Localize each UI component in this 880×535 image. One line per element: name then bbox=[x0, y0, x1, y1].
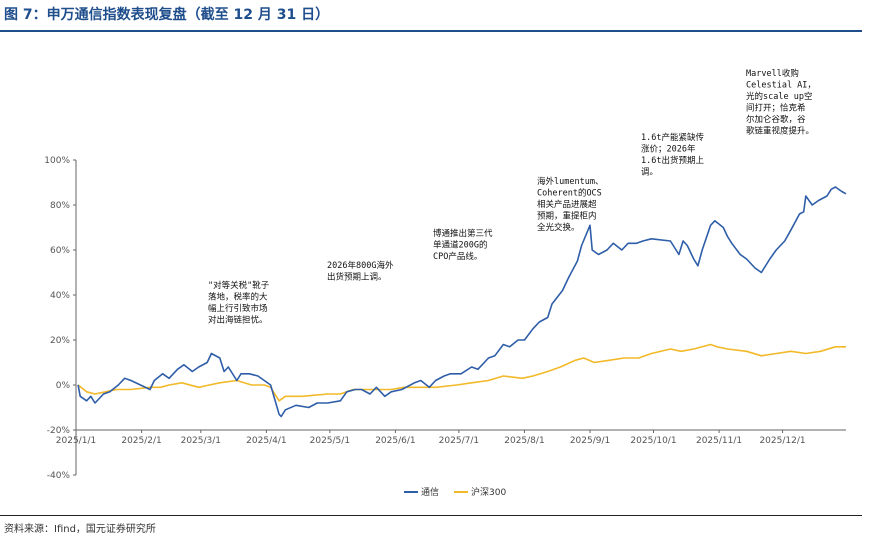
annotation-text: 单通道200G的 bbox=[433, 240, 487, 251]
annotation-text: 博通推出第三代 bbox=[433, 228, 493, 239]
annotation-text: 调。 bbox=[641, 168, 658, 178]
annotation-text: 幅上行引致市场 bbox=[208, 303, 268, 314]
annotation-text: 涨价；2026年 bbox=[641, 144, 696, 155]
annotation-text: 出货预期上调。 bbox=[327, 272, 387, 283]
x-tick-label: 2025/9/1 bbox=[570, 436, 610, 446]
x-tick-label: 2025/5/1 bbox=[310, 436, 350, 446]
x-tick-label: 2025/3/1 bbox=[181, 436, 221, 446]
series-line-hs300 bbox=[77, 343, 846, 402]
x-tick-label: 2025/2/1 bbox=[121, 436, 161, 446]
annotation-text: 对出海链担忧。 bbox=[208, 315, 268, 326]
annotation-text: 间打开；恰克希 bbox=[746, 103, 806, 114]
footer-rule bbox=[0, 515, 862, 516]
annotation-text: "对等关税"靴子 bbox=[208, 280, 270, 291]
annotation-text: 落地，税率的大 bbox=[208, 292, 268, 303]
annotation-text: 相关产品进展超 bbox=[537, 199, 597, 210]
annotation-text: 1.6t产能紧缺传 bbox=[641, 132, 704, 143]
y-tick-label: 0% bbox=[56, 381, 71, 391]
x-tick-label: 2025/10/1 bbox=[630, 436, 676, 446]
y-tick-label: 80% bbox=[50, 201, 70, 211]
annotation-text: 1.6t出货预期上 bbox=[641, 155, 704, 166]
y-tick-label: 20% bbox=[50, 336, 70, 346]
annotation-text: 全光交换。 bbox=[537, 222, 580, 233]
annotation-text: 海外lumentum、 bbox=[537, 176, 603, 187]
annotation-text: Celestial AI， bbox=[746, 81, 816, 91]
annotation-text: 歌链重视度提升。 bbox=[746, 126, 814, 137]
x-tick-label: 2025/8/1 bbox=[504, 436, 544, 446]
annotation-text: 预期，重提柜内 bbox=[537, 211, 597, 222]
y-tick-label: -20% bbox=[47, 426, 71, 436]
x-tick-label: 2025/1/1 bbox=[56, 436, 96, 446]
legend-label-telecom: 通信 bbox=[421, 486, 439, 498]
figure-title: 图 7：申万通信指数表现复盘（截至 12 月 31 日） bbox=[4, 7, 330, 23]
legend-label-hs300: 沪深300 bbox=[471, 486, 506, 498]
y-tick-label: 100% bbox=[44, 156, 70, 166]
x-tick-label: 2025/4/1 bbox=[246, 436, 286, 446]
source-note: 资料来源：Ifind，国元证券研究所 bbox=[4, 524, 156, 535]
annotation-text: Marvell收购 bbox=[746, 68, 799, 79]
x-tick-label: 2025/12/1 bbox=[759, 436, 805, 446]
x-tick-label: 2025/11/1 bbox=[696, 436, 742, 446]
x-tick-label: 2025/6/1 bbox=[375, 436, 415, 446]
annotation-text: CPO产品线。 bbox=[433, 251, 482, 262]
y-tick-label: 60% bbox=[50, 246, 70, 256]
series-line-telecom bbox=[77, 186, 847, 418]
y-tick-label: -40% bbox=[47, 471, 71, 481]
y-tick-label: 40% bbox=[50, 291, 70, 301]
annotation-text: 光的scale up空 bbox=[746, 91, 812, 102]
annotation-text: 尔加仑谷歌，谷 bbox=[746, 114, 806, 125]
x-tick-label: 2025/7/1 bbox=[439, 436, 479, 446]
annotation-text: Coherent的OCS bbox=[537, 188, 602, 199]
annotation-text: 2026年800G海外 bbox=[327, 260, 394, 271]
title-rule bbox=[0, 30, 862, 32]
